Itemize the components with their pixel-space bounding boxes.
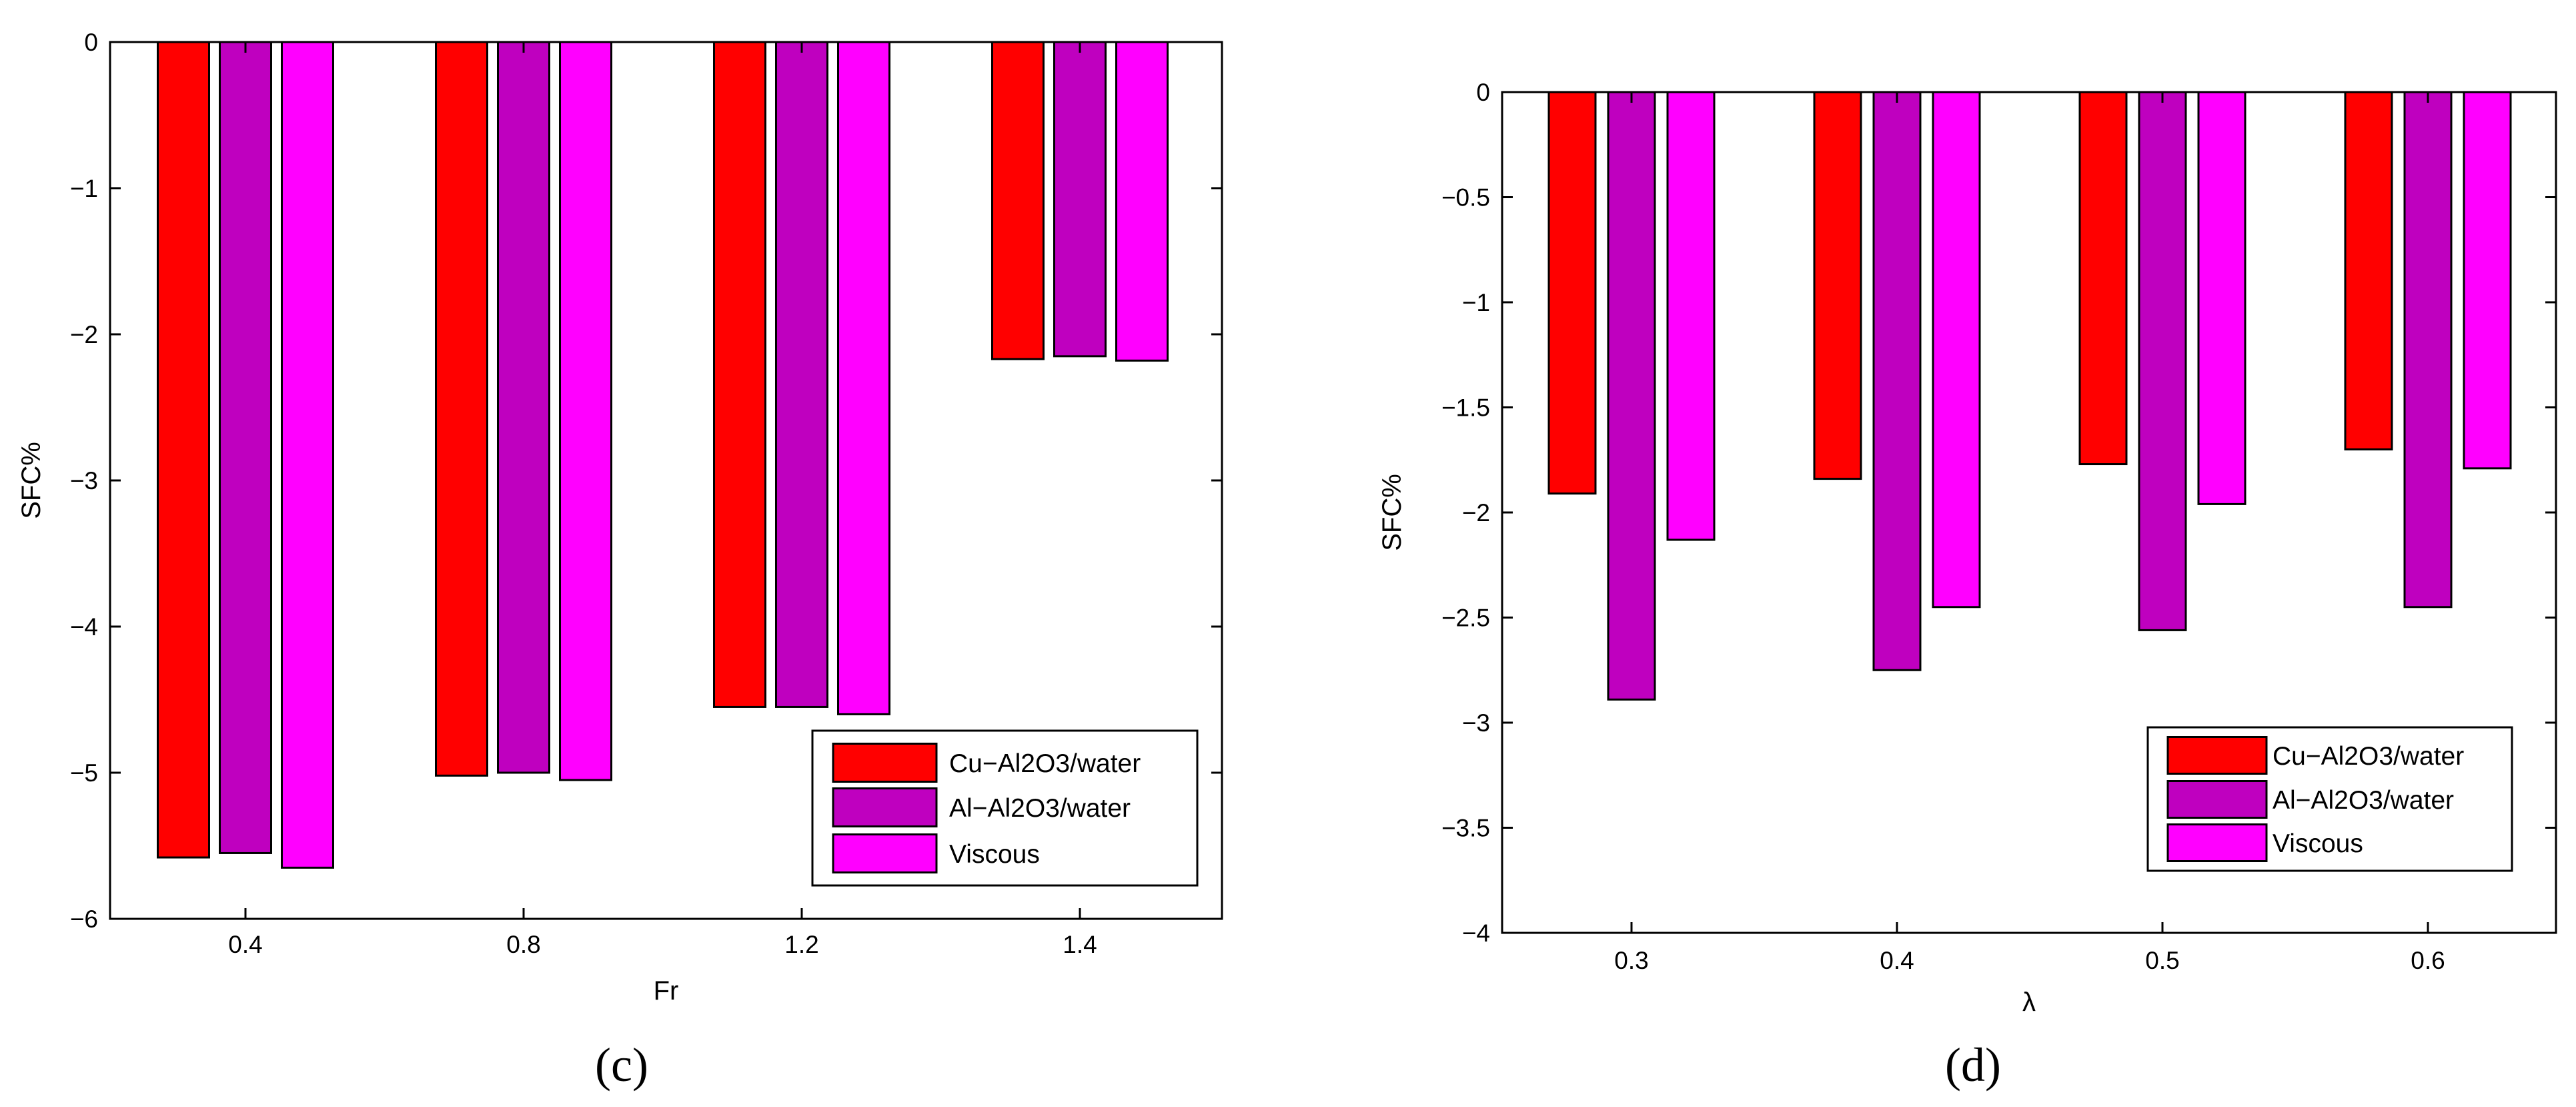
y-axis-label: SFC% (17, 442, 46, 519)
legend-swatch-al (2166, 780, 2268, 819)
y-tick-label: −2.5 (1441, 605, 1490, 632)
bar-viscous-0_3 (1666, 91, 1716, 541)
x-tick-label: 0.4 (1880, 947, 1914, 974)
legend: Cu−Al2O3/water Al−Al2O3/water Viscous (811, 729, 1199, 887)
bar-viscous-0_5 (2197, 91, 2246, 505)
legend-label-al: Al−Al2O3/water (949, 794, 1131, 823)
bar-al-1_4 (1053, 41, 1107, 358)
legend-label-viscous: Viscous (949, 840, 1040, 869)
panel-label: (d) (1945, 1038, 2001, 1092)
y-tick-label: −6 (70, 905, 98, 933)
y-tick-label: −1 (1462, 289, 1490, 316)
y-tick-label: −4 (70, 613, 98, 641)
legend-swatch-al (832, 787, 938, 827)
legend-label-cu: Cu−Al2O3/water (2273, 742, 2464, 771)
x-tick-label: 1.4 (1063, 931, 1097, 958)
bar-al-0_4 (1872, 91, 1922, 671)
y-tick-label: −3 (1462, 709, 1490, 737)
bar-al-0_8 (497, 41, 550, 774)
x-tick-label: 0.8 (506, 931, 540, 958)
x-tick-label: 0.6 (2411, 947, 2445, 974)
legend-swatch-viscous (2166, 823, 2268, 862)
y-tick-label: 0 (1476, 79, 1490, 106)
legend-label-al: Al−Al2O3/water (2273, 786, 2454, 815)
bar-cu-0_3 (1547, 91, 1597, 495)
x-tick-label: 1.2 (784, 931, 818, 958)
y-tick-label: −3 (70, 467, 98, 494)
chart-panel-c: 0 −1 −2 −3 −4 −5 −6 0.4 0.8 1.2 1.4 Fr SFC% Cu−Al2O3/… (17, 29, 1223, 1092)
legend-swatch-viscous (832, 833, 938, 873)
x-axis-label: Fr (654, 976, 679, 1006)
y-tick-label: 0 (84, 29, 98, 56)
bar-cu-0_4 (1813, 91, 1862, 480)
bar-viscous-1_4 (1115, 41, 1169, 362)
bar-cu-0_4 (157, 41, 210, 859)
legend-swatch-cu (2166, 736, 2268, 775)
bar-al-0_3 (1607, 91, 1656, 701)
y-tick-label: −3.5 (1441, 815, 1490, 842)
bar-cu-1_4 (991, 41, 1045, 360)
bar-viscous-0_6 (2463, 91, 2512, 470)
x-axis-label: λ (2022, 988, 2036, 1017)
bar-al-1_2 (775, 41, 828, 708)
legend-swatch-cu (832, 743, 938, 783)
chart-panel-d: 0 −0.5 −1 −1.5 −2 −2.5 −3 −3.5 −4 0.3 0.4 0.5 0.6 λ SF… (1377, 79, 2557, 1092)
bar-al-0_5 (2138, 91, 2187, 631)
bar-cu-0_8 (435, 41, 488, 777)
bar-al-0_4 (219, 41, 272, 854)
bar-cu-0_5 (2078, 91, 2128, 466)
bar-viscous-0_8 (559, 41, 612, 781)
legend-label-viscous: Viscous (2273, 829, 2363, 858)
y-tick-label: −1.5 (1441, 394, 1490, 422)
y-tick-label: −2 (70, 321, 98, 348)
bar-viscous-0_4 (281, 41, 334, 869)
y-tick-label: −1 (70, 175, 98, 202)
y-tick-label: −2 (1462, 499, 1490, 526)
x-tick-label: 0.3 (1614, 947, 1648, 974)
bar-cu-0_6 (2344, 91, 2393, 450)
y-tick-label: −5 (70, 759, 98, 787)
x-tick-label: 0.4 (228, 931, 262, 958)
bar-viscous-1_2 (837, 41, 890, 715)
bar-cu-1_2 (713, 41, 766, 708)
x-tick-label: 0.5 (2145, 947, 2179, 974)
y-tick-label: −4 (1462, 919, 1490, 947)
y-tick-label: −0.5 (1441, 184, 1490, 212)
bar-viscous-0_4 (1932, 91, 1981, 609)
legend: Cu−Al2O3/water Al−Al2O3/water Viscous (2146, 726, 2513, 872)
panel-label: (c) (595, 1038, 648, 1092)
legend-label-cu: Cu−Al2O3/water (949, 749, 1141, 778)
y-axis-label: SFC% (1377, 474, 1407, 551)
bar-al-0_6 (2403, 91, 2453, 609)
